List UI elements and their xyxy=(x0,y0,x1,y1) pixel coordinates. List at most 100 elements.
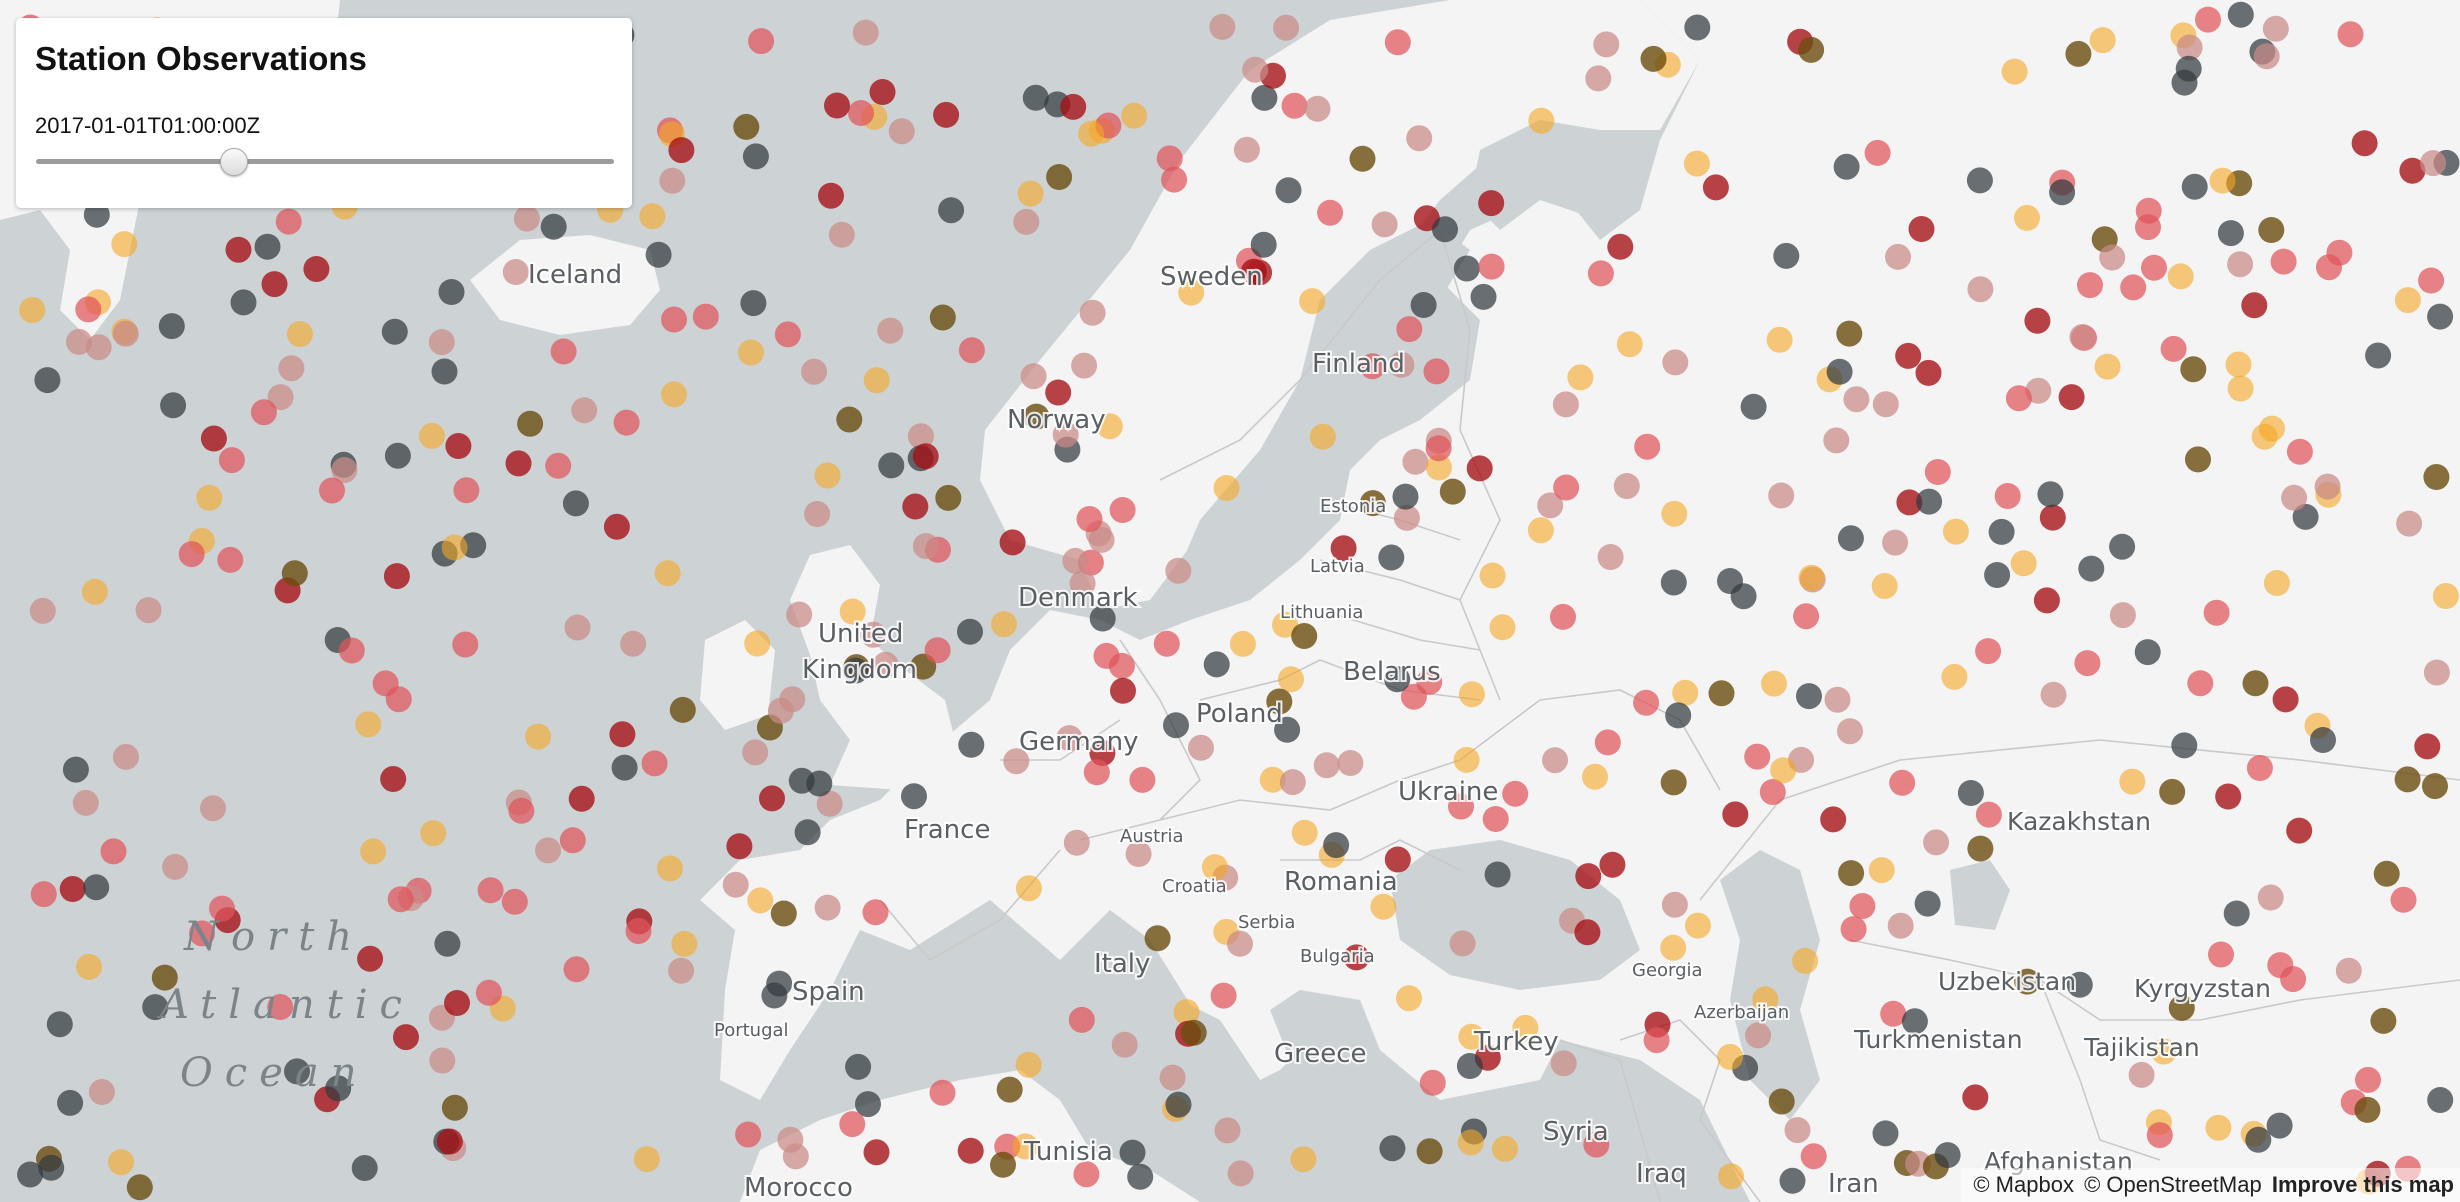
station-marker[interactable] xyxy=(1833,153,1860,180)
station-marker[interactable] xyxy=(872,651,899,678)
station-marker[interactable] xyxy=(1537,492,1564,519)
station-marker[interactable] xyxy=(1173,999,1200,1026)
station-marker[interactable] xyxy=(1583,1131,1610,1158)
station-marker[interactable] xyxy=(217,546,244,573)
station-marker[interactable] xyxy=(429,1047,456,1074)
station-marker[interactable] xyxy=(1708,680,1735,707)
station-marker[interactable] xyxy=(1163,712,1189,739)
station-marker[interactable] xyxy=(1379,1135,1406,1162)
station-marker[interactable] xyxy=(2159,778,2186,805)
station-marker[interactable] xyxy=(1111,1031,1138,1058)
station-marker[interactable] xyxy=(1916,488,1943,515)
station-marker[interactable] xyxy=(2225,351,2252,378)
station-marker[interactable] xyxy=(1229,630,1256,657)
station-marker[interactable] xyxy=(2286,817,2313,844)
station-marker[interactable] xyxy=(112,320,139,347)
station-marker[interactable] xyxy=(380,766,407,792)
station-marker[interactable] xyxy=(1020,363,1047,390)
station-marker[interactable] xyxy=(1323,832,1350,859)
station-marker[interactable] xyxy=(759,785,785,812)
station-marker[interactable] xyxy=(735,1121,762,1148)
station-marker[interactable] xyxy=(1550,1050,1577,1077)
station-marker[interactable] xyxy=(1449,930,1476,957)
station-marker[interactable] xyxy=(1063,829,1090,856)
station-marker[interactable] xyxy=(1453,746,1480,773)
station-marker[interactable] xyxy=(1868,857,1895,884)
station-marker[interactable] xyxy=(196,484,223,511)
station-marker[interactable] xyxy=(1045,379,1072,406)
station-marker[interactable] xyxy=(2427,1087,2454,1113)
station-marker[interactable] xyxy=(1165,1091,1192,1118)
station-marker[interactable] xyxy=(445,433,472,459)
station-marker[interactable] xyxy=(1662,349,1689,376)
station-marker[interactable] xyxy=(2253,43,2280,70)
station-marker[interactable] xyxy=(661,306,687,333)
station-marker[interactable] xyxy=(1279,769,1306,796)
station-marker[interactable] xyxy=(387,886,414,913)
station-marker[interactable] xyxy=(1201,854,1228,881)
station-marker[interactable] xyxy=(2326,239,2353,266)
station-marker[interactable] xyxy=(2272,686,2299,713)
station-marker[interactable] xyxy=(1793,603,1820,630)
station-marker[interactable] xyxy=(38,1154,65,1181)
station-marker[interactable] xyxy=(1718,1163,1744,1190)
station-marker[interactable] xyxy=(1396,985,1422,1012)
station-marker[interactable] xyxy=(1022,84,1049,111)
station-marker[interactable] xyxy=(1227,1160,1254,1187)
station-marker[interactable] xyxy=(1613,473,1640,499)
station-marker[interactable] xyxy=(2066,971,2093,998)
station-marker[interactable] xyxy=(303,256,330,282)
station-marker[interactable] xyxy=(2422,773,2448,800)
station-marker[interactable] xyxy=(1616,331,1643,358)
station-marker[interactable] xyxy=(2208,941,2234,968)
station-marker[interactable] xyxy=(420,820,447,847)
station-marker[interactable] xyxy=(1180,1019,1207,1046)
station-marker[interactable] xyxy=(1895,342,1922,369)
station-marker[interactable] xyxy=(1864,139,1891,166)
station-marker[interactable] xyxy=(562,490,589,517)
station-marker[interactable] xyxy=(2257,884,2284,911)
station-marker[interactable] xyxy=(869,79,896,105)
station-marker[interactable] xyxy=(1633,689,1660,716)
station-marker[interactable] xyxy=(1967,276,1994,303)
station-marker[interactable] xyxy=(1015,1051,1042,1078)
station-marker[interactable] xyxy=(657,855,683,882)
station-marker[interactable] xyxy=(1542,747,1568,774)
station-marker[interactable] xyxy=(189,920,215,947)
station-marker[interactable] xyxy=(278,355,305,382)
station-marker[interactable] xyxy=(901,783,927,810)
station-marker[interactable] xyxy=(818,182,844,209)
station-marker[interactable] xyxy=(2266,1112,2293,1139)
station-marker[interactable] xyxy=(2420,150,2447,177)
station-marker[interactable] xyxy=(501,888,528,915)
station-marker[interactable] xyxy=(668,957,695,984)
station-marker[interactable] xyxy=(151,964,178,991)
station-marker[interactable] xyxy=(2245,1126,2272,1153)
station-marker[interactable] xyxy=(2399,157,2426,184)
station-marker[interactable] xyxy=(1378,544,1405,571)
station-marker[interactable] xyxy=(1251,84,1278,111)
station-marker[interactable] xyxy=(1071,352,1098,379)
station-marker[interactable] xyxy=(641,750,668,777)
station-marker[interactable] xyxy=(1942,518,1969,545)
station-marker[interactable] xyxy=(1823,427,1850,454)
station-marker[interactable] xyxy=(1203,651,1230,678)
station-marker[interactable] xyxy=(1359,353,1386,380)
station-marker[interactable] xyxy=(477,877,504,904)
station-marker[interactable] xyxy=(2390,886,2417,913)
station-marker[interactable] xyxy=(1439,478,1466,505)
station-marker[interactable] xyxy=(990,611,1017,638)
station-marker[interactable] xyxy=(30,881,57,908)
station-marker[interactable] xyxy=(72,789,99,816)
station-marker[interactable] xyxy=(158,313,185,340)
station-marker[interactable] xyxy=(100,838,127,865)
station-marker[interactable] xyxy=(845,1053,872,1080)
station-marker[interactable] xyxy=(1660,769,1687,796)
station-marker[interactable] xyxy=(1717,568,1743,594)
station-marker[interactable] xyxy=(1012,1133,1039,1160)
station-marker[interactable] xyxy=(1761,670,1787,697)
station-marker[interactable] xyxy=(1779,1167,1806,1194)
station-marker[interactable] xyxy=(888,118,915,145)
station-marker[interactable] xyxy=(1901,1008,1928,1035)
